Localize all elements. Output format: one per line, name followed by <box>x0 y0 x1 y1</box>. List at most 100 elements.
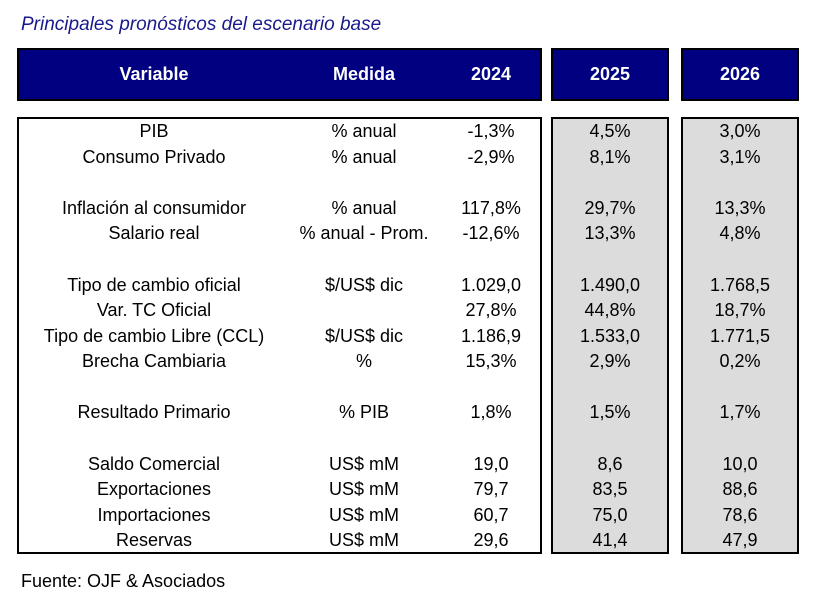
value-2026-cell: 1,7% <box>719 402 761 422</box>
value-2024-cell: -12,6% <box>462 223 520 243</box>
table-row: PIB % anual -1,3% <box>19 119 540 144</box>
value-2026-cell: 4,8% <box>719 223 761 243</box>
table-row-2026: 78,6 <box>683 503 797 528</box>
table-row-2026: 1,7% <box>683 400 797 425</box>
variable-cell: Tipo de cambio Libre (CCL) <box>43 326 265 346</box>
table-row: Exportaciones US$ mM 79,7 <box>19 477 540 502</box>
value-2024-cell: 1.029,0 <box>460 275 522 295</box>
medida-cell: US$ mM <box>328 505 399 525</box>
value-2024-cell: -2,9% <box>467 147 515 167</box>
table-row-2025: 1,5% <box>553 400 667 425</box>
table-row: Resultado Primario % PIB 1,8% <box>19 400 540 425</box>
value-2025-cell: 44,8% <box>584 300 636 320</box>
header-main: Variable Medida 2024 <box>17 48 542 101</box>
table-row-2025: 13,3% <box>553 221 667 246</box>
value-2026-cell: 1.768,5 <box>709 275 771 295</box>
medida-cell: % anual <box>331 121 397 141</box>
table-row-2025: 8,1% <box>553 145 667 170</box>
variable-cell: Exportaciones <box>96 479 212 499</box>
value-2024-cell: 1.186,9 <box>460 326 522 346</box>
table-row-2026: 3,1% <box>683 145 797 170</box>
value-2025-cell: 1,5% <box>589 402 631 422</box>
value-2025-cell: 8,6 <box>597 454 623 474</box>
medida-cell: US$ mM <box>328 454 399 474</box>
variable-cell: Salario real <box>108 223 200 243</box>
value-2026-cell: 47,9 <box>722 530 758 550</box>
value-2026-cell: 0,2% <box>719 351 761 371</box>
header-2024: 2024 <box>470 64 512 84</box>
header-medida: Medida <box>332 64 395 84</box>
value-2026-cell: 10,0 <box>722 454 758 474</box>
variable-cell: Var. TC Oficial <box>96 300 212 320</box>
table-body-2025: 4,5% 8,1% 29,7% 13,3% 1.490,0 44,8% 1.533,0 2,9… <box>551 117 669 554</box>
header-2026-box: 2026 <box>681 48 799 101</box>
value-2024-cell: 27,8% <box>465 300 517 320</box>
table-row-2026: 47,9 <box>683 528 797 553</box>
value-2024-cell: 19,0 <box>473 454 509 474</box>
medida-cell: $/US$ dic <box>324 275 404 295</box>
variable-cell: Brecha Cambiaria <box>81 351 227 371</box>
value-2025-cell: 2,9% <box>589 351 631 371</box>
table-row: Brecha Cambiaria% 15,3% <box>19 349 540 374</box>
table-title: Principales pronósticos del escenario ba… <box>21 14 382 35</box>
table-row: Tipo de cambio oficial $/US$ dic 1.029,0 <box>19 273 540 298</box>
medida-cell: % anual <box>331 198 397 218</box>
table-row-2025: 83,5 <box>553 477 667 502</box>
table-row-2025: 1.490,0 <box>553 273 667 298</box>
table-body-2026: 3,0% 3,1% 13,3% 4,8% 1.768,5 18,7% 1.771,5 0,2%… <box>681 117 799 554</box>
source-note: Fuente: OJF & Asociados <box>21 571 226 591</box>
value-2025-cell: 4,5% <box>589 121 631 141</box>
medida-cell: $/US$ dic <box>324 326 404 346</box>
table-row-2026: 1.771,5 <box>683 324 797 349</box>
header-2026: 2026 <box>719 64 761 84</box>
value-2026-cell: 13,3% <box>714 198 766 218</box>
table-row-2025: 2,9% <box>553 349 667 374</box>
value-2026-cell: 78,6 <box>722 505 758 525</box>
value-2024-cell: 29,6 <box>473 530 509 550</box>
variable-cell: Importaciones <box>97 505 211 525</box>
variable-cell: Inflación al consumidor <box>61 198 247 218</box>
variable-cell: Consumo Privado <box>82 147 226 167</box>
value-2025-cell: 75,0 <box>592 505 628 525</box>
value-2026-cell: 88,6 <box>722 479 758 499</box>
value-2026-cell: 18,7% <box>714 300 766 320</box>
table-row: Inflación al consumidor % anual 117,8% <box>19 196 540 221</box>
table-row-2025: 29,7% <box>553 196 667 221</box>
table-row: Reservas US$ mM 29,6 <box>19 528 540 553</box>
table-row-2025: 44,8% <box>553 298 667 323</box>
table-row-2026: 88,6 <box>683 477 797 502</box>
table-row-2025: 1.533,0 <box>553 324 667 349</box>
table-row: Salario real % anual - Prom. -12,6% <box>19 221 540 246</box>
table-row: Tipo de cambio Libre (CCL) $/US$ dic 1.186… <box>19 324 540 349</box>
table-row: Saldo Comercial US$ mM 19,0 <box>19 452 540 477</box>
value-2025-cell: 41,4 <box>592 530 628 550</box>
value-2025-cell: 1.490,0 <box>579 275 641 295</box>
medida-cell: % anual - Prom. <box>299 223 429 243</box>
table-row-2026: 1.768,5 <box>683 273 797 298</box>
header-2025: 2025 <box>589 64 631 84</box>
table-row-2026: 10,0 <box>683 452 797 477</box>
value-2026-cell: 1.771,5 <box>709 326 771 346</box>
value-2024-cell: 79,7 <box>473 479 509 499</box>
table-row-2025: 8,6 <box>553 452 667 477</box>
variable-cell: Saldo Comercial <box>87 454 221 474</box>
table-row-2026: 13,3% <box>683 196 797 221</box>
value-2024-cell: 60,7 <box>473 505 509 525</box>
table-row-2025: 4,5% <box>553 119 667 144</box>
value-2025-cell: 1.533,0 <box>579 326 641 346</box>
value-2025-cell: 8,1% <box>589 147 631 167</box>
header-2025-box: 2025 <box>551 48 669 101</box>
value-2026-cell: 3,0% <box>719 121 761 141</box>
table-body-main: PIB % anual -1,3% Consumo Privado % anual -2,… <box>17 117 542 554</box>
value-2024-cell: -1,3% <box>467 121 515 141</box>
table-row-2025: 75,0 <box>553 503 667 528</box>
value-2025-cell: 29,7% <box>584 198 636 218</box>
table-row: Importaciones US$ mM 60,7 <box>19 503 540 528</box>
table-row: Consumo Privado % anual -2,9% <box>19 145 540 170</box>
value-2024-cell: 1,8% <box>470 402 512 422</box>
table-row-2025: 41,4 <box>553 528 667 553</box>
variable-cell: Reservas <box>115 530 193 550</box>
medida-cell: US$ mM <box>328 530 399 550</box>
table-row-2026: 3,0% <box>683 119 797 144</box>
variable-cell: Tipo de cambio oficial <box>67 275 241 295</box>
